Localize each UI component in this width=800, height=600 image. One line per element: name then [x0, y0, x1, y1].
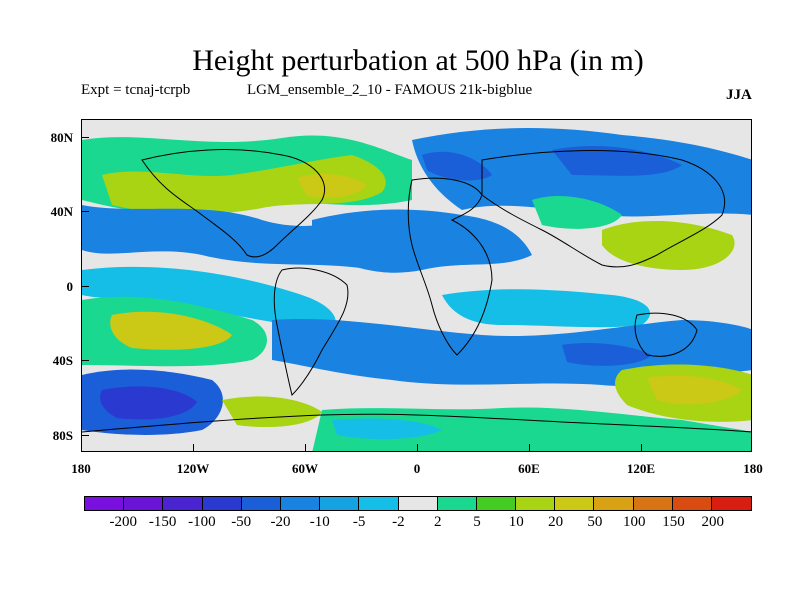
tropical-africa-blue-band: [442, 289, 651, 328]
australia-outline: [634, 312, 698, 357]
europe-africa-outline: [407, 177, 493, 356]
north-pacific-blue-region: [82, 205, 382, 270]
east-asia-yellow-region: [602, 220, 735, 270]
colorbar-label: 100: [622, 514, 646, 530]
colorbar-label: -5: [352, 514, 366, 530]
lon-label-180e: 180: [743, 461, 763, 476]
colorbar-label: 200: [701, 514, 725, 530]
atlantic-blue-band: [312, 209, 532, 273]
tropics-blue-band: [82, 266, 336, 330]
antarctica-outline: [82, 413, 751, 433]
colorbar-label: -20: [270, 514, 291, 530]
lat-label-40n: 40N: [50, 204, 73, 219]
colorbar-swatch: [594, 497, 634, 510]
scandinavia-dark-blue-core: [422, 151, 492, 181]
colorbar-label: -150: [148, 514, 177, 530]
colorbar-swatch: [712, 497, 752, 510]
colorbar-swatch: [476, 497, 517, 510]
lon-tick: [193, 444, 194, 452]
south-america-outline: [273, 267, 349, 396]
colorbar-label: -100: [188, 514, 216, 530]
colorbar-swatch: [124, 497, 164, 510]
lon-label-0: 0: [413, 461, 421, 476]
lon-label-60e: 60E: [518, 461, 540, 476]
colorbar-swatch: [163, 497, 203, 510]
colorbar-swatch: [359, 497, 399, 510]
lat-label-0: 0: [66, 279, 74, 294]
lon-label-120e: 120E: [626, 461, 656, 476]
colorbar-swatch: [437, 497, 477, 510]
lon-tick: [529, 444, 530, 452]
colorbar-swatch: [85, 497, 125, 510]
colorbar: [84, 496, 753, 511]
colorbar-label: -50: [231, 514, 252, 530]
lat-label-80s: 80S: [52, 428, 73, 443]
lat-tick: [81, 137, 89, 138]
south-pacific-yellow-core: [110, 311, 232, 350]
lat-label-80n: 80N: [50, 130, 73, 145]
colorbar-swatch: [633, 497, 673, 510]
lon-label-120w: 120W: [176, 461, 210, 476]
central-asia-green-region: [532, 195, 622, 229]
lat-label-40s: 40S: [52, 353, 73, 368]
colorbar-swatch: [280, 497, 321, 510]
map-panel: [81, 119, 752, 452]
colorbar-label: 20: [548, 514, 564, 530]
south-atlantic-dark-blue-core: [562, 343, 652, 366]
colorbar-swatch: [202, 497, 242, 510]
season-label: JJA: [726, 87, 752, 103]
colorbar-swatch: [241, 497, 281, 510]
lat-tick: [81, 435, 89, 436]
southern-indian-orange-core: [647, 375, 742, 405]
lon-tick: [641, 444, 642, 452]
asia-outline: [481, 150, 726, 268]
colorbar-label: -200: [109, 514, 138, 530]
lat-tick: [81, 360, 89, 361]
run-name-label: LGM_ensemble_2_10 - FAMOUS 21k-bigblue: [247, 82, 533, 98]
height-perturbation-map: [82, 120, 751, 451]
antarctic-navy-core: [100, 386, 197, 420]
colorbar-label: 2: [433, 514, 442, 530]
continent-outlines: [82, 149, 751, 433]
lon-label-180w: 180: [71, 461, 91, 476]
antarctic-blue-core: [332, 418, 442, 440]
colorbar-label: 50: [587, 514, 603, 530]
ural-dark-blue-core: [552, 145, 682, 176]
colorbar-label: 150: [662, 514, 685, 530]
colorbar-swatch: [516, 497, 556, 510]
experiment-label: Expt = tcnaj-tcrpb: [81, 82, 191, 98]
colorbar-label: -10: [309, 514, 330, 530]
lon-label-60w: 60W: [292, 461, 318, 476]
colorbar-label: 5: [473, 514, 481, 530]
colorbar-swatch: [398, 497, 438, 510]
antarctic-green-band: [312, 407, 751, 451]
lat-tick: [81, 286, 89, 287]
lat-tick: [81, 211, 89, 212]
lon-tick: [417, 444, 418, 452]
colorbar-swatch: [672, 497, 712, 510]
colorbar-swatch: [555, 497, 595, 510]
colorbar-label: -2: [392, 514, 405, 530]
canada-yellow-core: [297, 174, 367, 198]
north-america-outline: [141, 149, 326, 258]
lon-tick: [305, 444, 306, 452]
chart-title: Height perturbation at 500 hPa (in m): [192, 44, 644, 77]
colorbar-label: 10: [508, 514, 524, 530]
colorbar-swatch: [320, 497, 360, 510]
